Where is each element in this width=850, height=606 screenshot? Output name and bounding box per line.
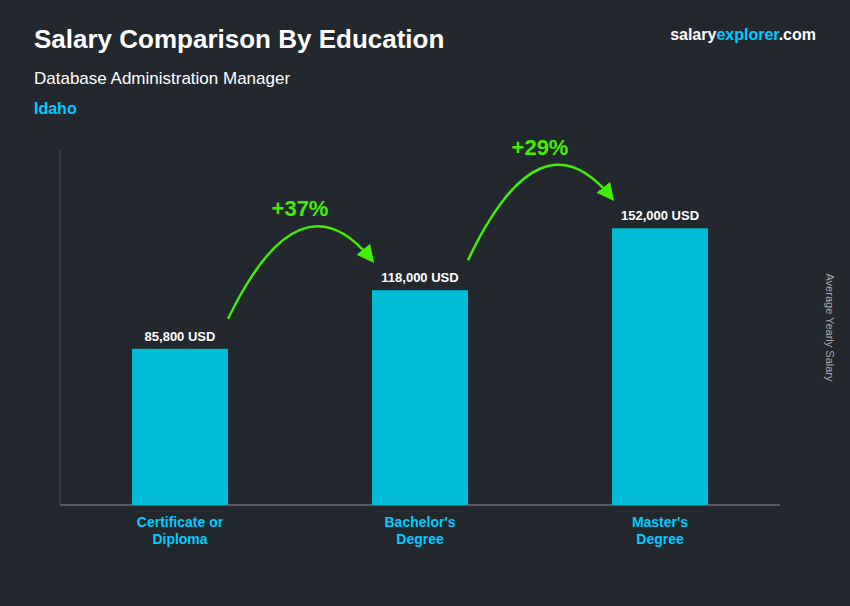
x-tick-label-line: Certificate or [137, 514, 224, 530]
change-label: +29% [512, 135, 569, 160]
y-axis-label: Average Yearly Salary [824, 273, 836, 382]
subtitle: Database Administration Manager [34, 69, 290, 88]
data-label: 118,000 USD [381, 270, 458, 285]
chart-container: Salary Comparison By Education Database A… [0, 0, 850, 606]
brand-part: salary [670, 26, 716, 43]
brand: salaryexplorer.com [670, 26, 816, 43]
x-tick-label-line: Diploma [152, 531, 207, 547]
background [0, 0, 850, 606]
change-label: +37% [272, 196, 329, 221]
brand-part: .com [779, 26, 816, 43]
x-tick-label: Certificate orDiploma [137, 514, 224, 547]
change-arrow [228, 226, 372, 319]
brand-part: explorer [716, 26, 779, 43]
x-tick-label-line: Bachelor's [384, 514, 455, 530]
x-tick-label-line: Master's [632, 514, 688, 530]
chart: Salary Comparison By Education Database A… [0, 0, 850, 606]
bar [612, 228, 708, 505]
bars [132, 228, 708, 505]
bar [372, 290, 468, 505]
x-tick-label-line: Degree [396, 531, 444, 547]
x-tick-label: Master'sDegree [632, 514, 688, 547]
data-label: 152,000 USD [621, 208, 699, 223]
x-tick-label: Bachelor'sDegree [384, 514, 455, 547]
y-axis-line [60, 150, 61, 505]
change-arrow [468, 165, 612, 260]
data-label: 85,800 USD [145, 329, 216, 344]
location: Idaho [34, 100, 77, 117]
title: Salary Comparison By Education [34, 24, 444, 54]
x-tick-label-line: Degree [636, 531, 684, 547]
bar [132, 349, 228, 505]
